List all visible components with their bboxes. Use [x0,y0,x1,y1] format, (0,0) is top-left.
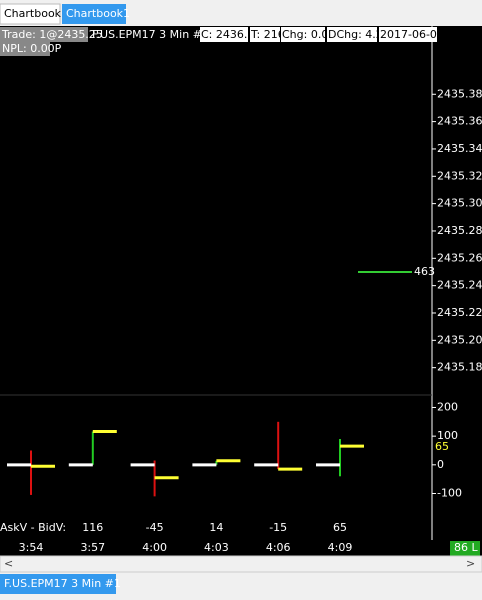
info-close: C: 2436.25 [201,28,261,41]
x-tick-label: 4:00 [142,541,167,554]
scroll-right[interactable]: > [466,557,475,570]
x-tick-label: 4:09 [328,541,353,554]
y-tick-label: 2435.38 [437,87,482,100]
bottom-tab-label[interactable]: F.US.EPM17 3 Min #1 [4,577,121,590]
y-tick-label: 2435.24 [437,279,482,292]
scrollbar[interactable] [0,555,482,573]
bottom-tab[interactable] [0,574,116,594]
y-tick-label: 100 [437,429,458,442]
status-box [450,541,480,556]
status: 86 L [454,541,478,554]
y-tick-label: 2435.36 [437,115,482,128]
info-box [281,27,325,42]
y-tick-label: 2435.26 [437,251,482,264]
x-tick-label: 3:57 [80,541,105,554]
info-box [327,27,377,42]
scroll-left[interactable]: < [4,557,13,570]
value-label: -45 [146,521,164,534]
info-dchg: DChg: 4.25 [328,28,390,41]
info-box [0,42,50,56]
tab[interactable] [0,3,61,25]
x-tick-label: 3:54 [19,541,44,554]
x-tick-label: 4:03 [204,541,229,554]
y-tick-label: 2435.22 [437,306,482,319]
y-tick-label: 2435.20 [437,333,482,346]
y-tick-label: 2435.34 [437,142,482,155]
value-label: -15 [269,521,287,534]
info-box [0,27,88,42]
value-label: 14 [209,521,223,534]
level-volume: 463 [414,265,435,278]
chart-area [0,26,482,556]
row-title: AskV - BidV: [0,521,66,534]
info-trade: Trade: 1@2435.25 [1,28,103,41]
y-tick-label: -100 [437,486,462,499]
info-npl: NPL: 0.00P [2,42,62,55]
info-box [379,27,437,42]
y-tick-label: 200 [437,400,458,413]
last-value: 65 [435,440,449,453]
info-symbol: F.US.EPM17 3 Min #1 [92,28,209,41]
tab-label[interactable]: Chartbook1 [4,7,68,20]
x-tick-label: 4:06 [266,541,291,554]
tab-active[interactable] [62,4,126,24]
y-tick-label: 2435.28 [437,224,482,237]
tab-label[interactable]: Chartbook1 [66,7,130,20]
info-chg: Chg: 0.00 [282,28,335,41]
value-label: 65 [333,521,347,534]
info-trades: T: 216 [250,28,285,41]
info-box [200,27,248,42]
y-tick-label: 2435.18 [437,361,482,374]
y-tick-label: 2435.32 [437,169,482,182]
y-tick-label: 2435.30 [437,197,482,210]
value-label: 116 [82,521,103,534]
info-date: 2017-06-08 [380,28,444,41]
y-tick-label: 0 [437,458,444,471]
info-box [250,27,280,42]
